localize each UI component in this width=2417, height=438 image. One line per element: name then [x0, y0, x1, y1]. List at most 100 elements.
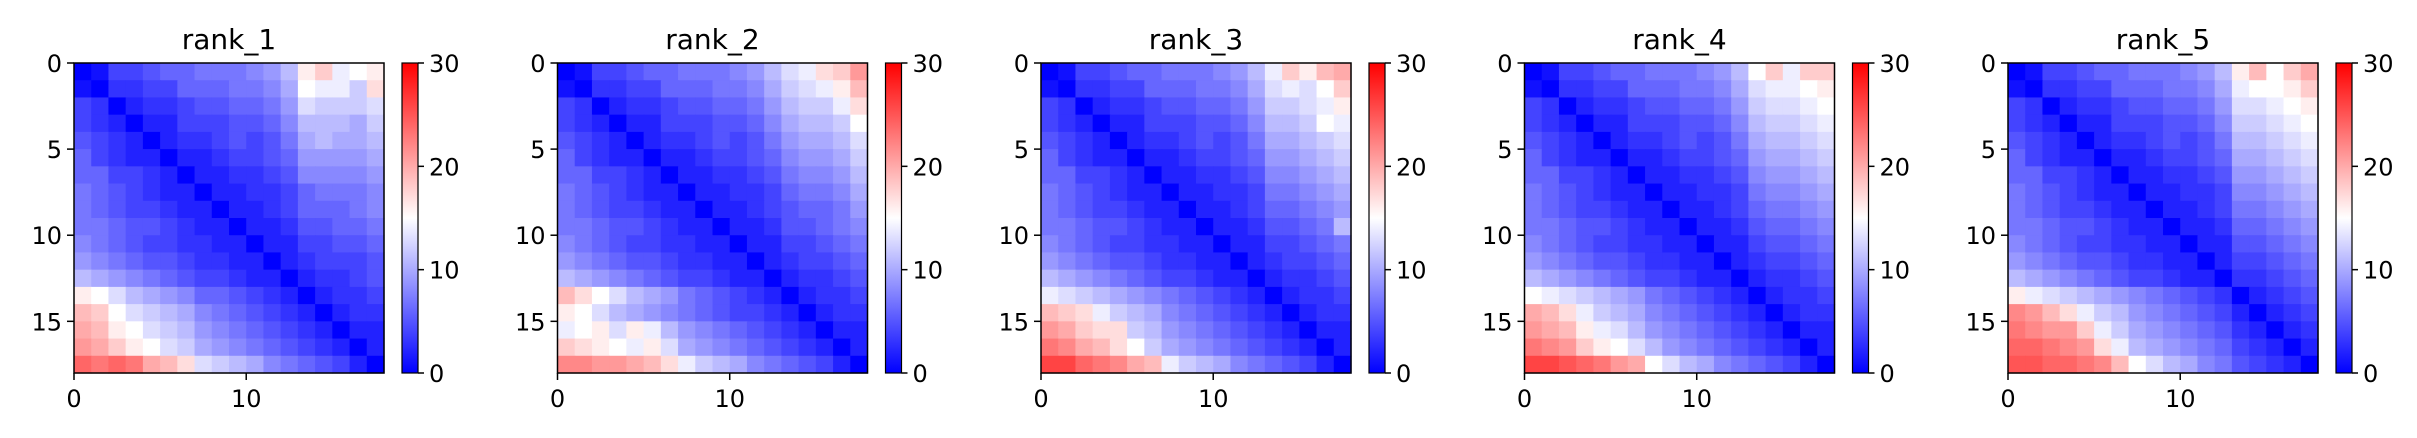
heatmap-cell: [142, 63, 161, 81]
heatmap-cell: [678, 304, 696, 322]
heatmap-cell: [746, 149, 765, 167]
heatmap-cell: [833, 114, 851, 133]
heatmap-cell: [1782, 114, 1801, 133]
heatmap-cell: [1800, 252, 1818, 271]
heatmap-cell: [246, 114, 265, 133]
heatmap-cell: [91, 269, 110, 288]
heatmap-cell: [2266, 321, 2285, 340]
heatmap-cell: [1645, 321, 1663, 340]
heatmap-cell: [1075, 269, 1094, 288]
heatmap-cell: [1196, 97, 1214, 116]
heatmap-cell: [1558, 338, 1577, 357]
heatmap-cell: [2145, 235, 2164, 254]
heatmap-cell: [315, 252, 333, 271]
heatmap-cell: [1593, 321, 1612, 340]
heatmap-cell: [366, 252, 385, 271]
heatmap-cell: [2042, 338, 2061, 357]
heatmap-cell: [1092, 355, 1111, 374]
colorbar-tick-label: 0: [913, 360, 928, 388]
heatmap-cell: [1524, 304, 1543, 322]
heatmap-cell: [2059, 166, 2078, 185]
heatmap-cell: [626, 97, 645, 116]
heatmap-cell: [746, 286, 765, 305]
heatmap-cell: [2180, 97, 2199, 116]
heatmap-cell: [1264, 131, 1283, 150]
heatmap-cell: [1679, 286, 1698, 305]
heatmap-cell: [1800, 355, 1818, 374]
heatmap-cell: [2042, 149, 2061, 167]
heatmap-cell: [1092, 286, 1111, 305]
heatmap-cell: [2008, 114, 2026, 133]
heatmap-cell: [1817, 114, 1836, 133]
heatmap-cell: [1593, 183, 1612, 202]
heatmap-cell: [1782, 218, 1801, 236]
heatmap-cell: [2008, 355, 2026, 374]
heatmap-cell: [1109, 63, 1128, 81]
heatmap-cell: [815, 149, 834, 167]
heatmap-cell: [1230, 200, 1249, 219]
heatmap-cell: [1333, 321, 1352, 340]
heatmap-cell: [2300, 114, 2319, 133]
heatmap-cell: [263, 304, 282, 322]
heatmap-cell: [2180, 286, 2199, 305]
heatmap-cell: [1264, 218, 1283, 236]
heatmap-cell: [850, 269, 869, 288]
panel-title: rank_1: [182, 23, 276, 56]
heatmap-cell: [2076, 321, 2095, 340]
heatmap-cell: [2008, 200, 2026, 219]
heatmap-cell: [2128, 218, 2147, 236]
heatmap-cell: [263, 183, 282, 202]
heatmap-cell: [2300, 286, 2319, 305]
heatmap-cell: [142, 200, 161, 219]
heatmap-cell: [2180, 80, 2199, 99]
heatmap-cell: [246, 338, 265, 357]
heatmap-cell: [332, 149, 351, 167]
heatmap-cell: [557, 166, 576, 185]
heatmap-cell: [1679, 80, 1698, 99]
heatmap-cell: [815, 235, 834, 254]
heatmap-cell: [626, 183, 645, 202]
heatmap-cell: [1765, 235, 1784, 254]
heatmap-cell: [2076, 114, 2095, 133]
heatmap-cell: [1627, 286, 1646, 305]
heatmap-cell: [2300, 183, 2319, 202]
heatmap-cell: [1299, 80, 1318, 99]
heatmap-cell: [1731, 355, 1749, 374]
heatmap-cell: [2180, 269, 2199, 288]
heatmap-cell: [2214, 321, 2233, 340]
heatmap-cell: [1041, 131, 1059, 150]
heatmap-cell: [1299, 235, 1318, 254]
heatmap-cell: [678, 131, 696, 150]
heatmap-cell: [1213, 166, 1232, 185]
heatmap-cell: [177, 218, 196, 236]
heatmap-cell: [1524, 200, 1543, 219]
heatmap-cell: [349, 114, 368, 133]
heatmap-cell: [2249, 355, 2267, 374]
heatmap-cell: [2266, 304, 2285, 322]
heatmap-cell: [280, 80, 299, 99]
heatmap-cell: [108, 304, 127, 322]
heatmap-cell: [1058, 63, 1077, 81]
heatmap-cell: [1662, 131, 1681, 150]
heatmap-cell: [1058, 286, 1077, 305]
colorbar-tick-label: 20: [429, 153, 460, 181]
heatmap-cell: [1627, 252, 1646, 271]
heatmap-cell: [1610, 304, 1629, 322]
heatmap-cell: [1299, 200, 1318, 219]
heatmap-cell: [1247, 321, 1266, 340]
heatmap-cell: [91, 200, 110, 219]
heatmap-cell: [366, 63, 385, 81]
heatmap-cell: [1782, 183, 1801, 202]
x-tick-label: 10: [714, 385, 745, 413]
heatmap-cell: [764, 166, 782, 185]
heatmap-cell: [591, 200, 610, 219]
heatmap-cell: [1264, 166, 1283, 185]
heatmap-cell: [2008, 235, 2026, 254]
heatmap-cell: [2163, 321, 2181, 340]
heatmap-cell: [712, 166, 731, 185]
heatmap-cell: [1041, 183, 1059, 202]
heatmap-cell: [297, 63, 316, 81]
heatmap-cell: [315, 286, 333, 305]
heatmap-cell: [643, 131, 662, 150]
